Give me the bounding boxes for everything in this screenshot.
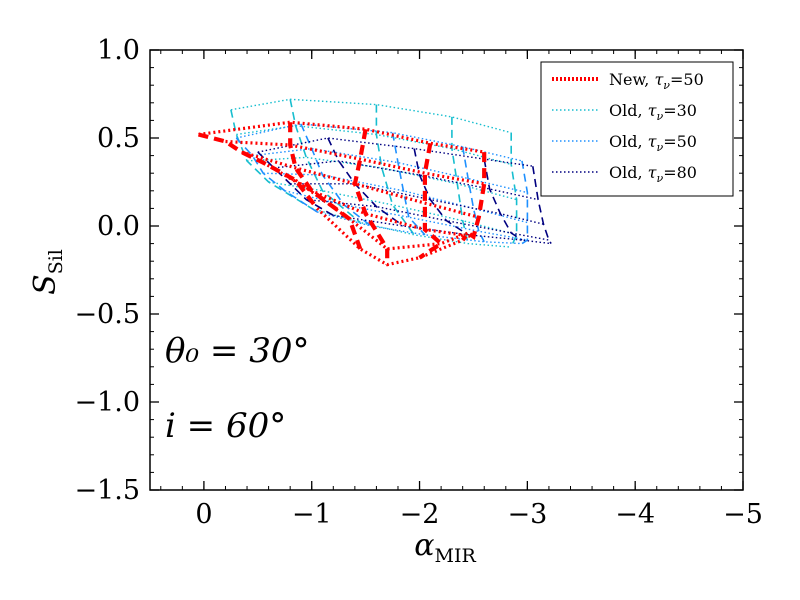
legend-label-old-80: Old, τν=80 — [609, 163, 697, 185]
x-tick-label: −2 — [400, 499, 440, 530]
series-row-line — [236, 123, 523, 162]
series-column-line — [521, 160, 529, 245]
series-column-line — [391, 132, 426, 236]
annotation-inclination: i = 60° — [165, 406, 286, 446]
series-1 — [235, 123, 529, 245]
y-tick-label: −1.0 — [74, 387, 140, 418]
series-row-line — [290, 183, 544, 225]
series-layer — [197, 98, 552, 267]
series-column-line — [375, 104, 415, 236]
series-column-line — [510, 132, 518, 248]
series-column-line — [235, 137, 318, 213]
y-tick-label: 0.0 — [97, 211, 140, 242]
series-3 — [197, 120, 487, 267]
y-axis-label-sub: Sil — [45, 249, 67, 274]
legend-label-old-30: Old, τν=30 — [609, 101, 697, 123]
y-tick-label: −0.5 — [74, 299, 140, 330]
x-tick-label: −5 — [723, 499, 763, 530]
series-row-line — [198, 120, 485, 154]
x-tick-label: −4 — [615, 499, 655, 530]
x-tick-label: −3 — [507, 499, 547, 530]
tick-labels-layer: 0 −1 −2 −3 −4 −5 1.0 0.5 0.0 −0.5 −1.0 −1.5 — [74, 35, 762, 530]
legend-label-old-50: Old, τν=50 — [609, 132, 697, 154]
series-column-line — [418, 142, 445, 260]
series-row-line — [306, 198, 550, 241]
plot-frame — [149, 49, 744, 491]
series-row-line — [273, 160, 539, 201]
series-row-line — [246, 156, 517, 201]
x-axis-label-sub: MIR — [435, 545, 477, 567]
y-tick-label: 0.5 — [97, 123, 140, 154]
series-column-line — [289, 99, 361, 224]
series-column-line — [483, 158, 523, 241]
series-column-line — [352, 128, 390, 265]
x-tick-label: 0 — [195, 499, 212, 530]
x-axis-label: αMIR — [414, 528, 476, 567]
legend: New, τν=50 Old, τν=30 Old, τν=50 Old, τν… — [540, 61, 734, 197]
series-column-line — [288, 122, 363, 250]
y-tick-label: 1.0 — [97, 35, 140, 66]
series-column-line — [532, 166, 552, 245]
series-column-line — [230, 109, 313, 210]
series-column-line — [413, 148, 469, 236]
y-axis-label: SSil — [28, 249, 67, 295]
series-column-line — [257, 151, 334, 217]
x-tick-label: −1 — [292, 499, 332, 530]
annotation-theta: θ₀ = 30° — [165, 331, 309, 371]
y-axis-label-main: S — [28, 274, 63, 295]
series-row-line — [225, 139, 485, 186]
legend-box — [540, 61, 734, 197]
x-axis-label-main: α — [414, 528, 434, 563]
series-column-line — [300, 123, 372, 227]
series-column-line — [451, 116, 469, 244]
legend-label-new-50: New, τν=50 — [609, 70, 704, 92]
ticks-layer — [150, 49, 744, 491]
series-row-line — [263, 172, 528, 224]
series-column-line — [197, 132, 319, 210]
series-row-line — [230, 98, 512, 134]
y-tick-label: −1.5 — [74, 475, 140, 506]
